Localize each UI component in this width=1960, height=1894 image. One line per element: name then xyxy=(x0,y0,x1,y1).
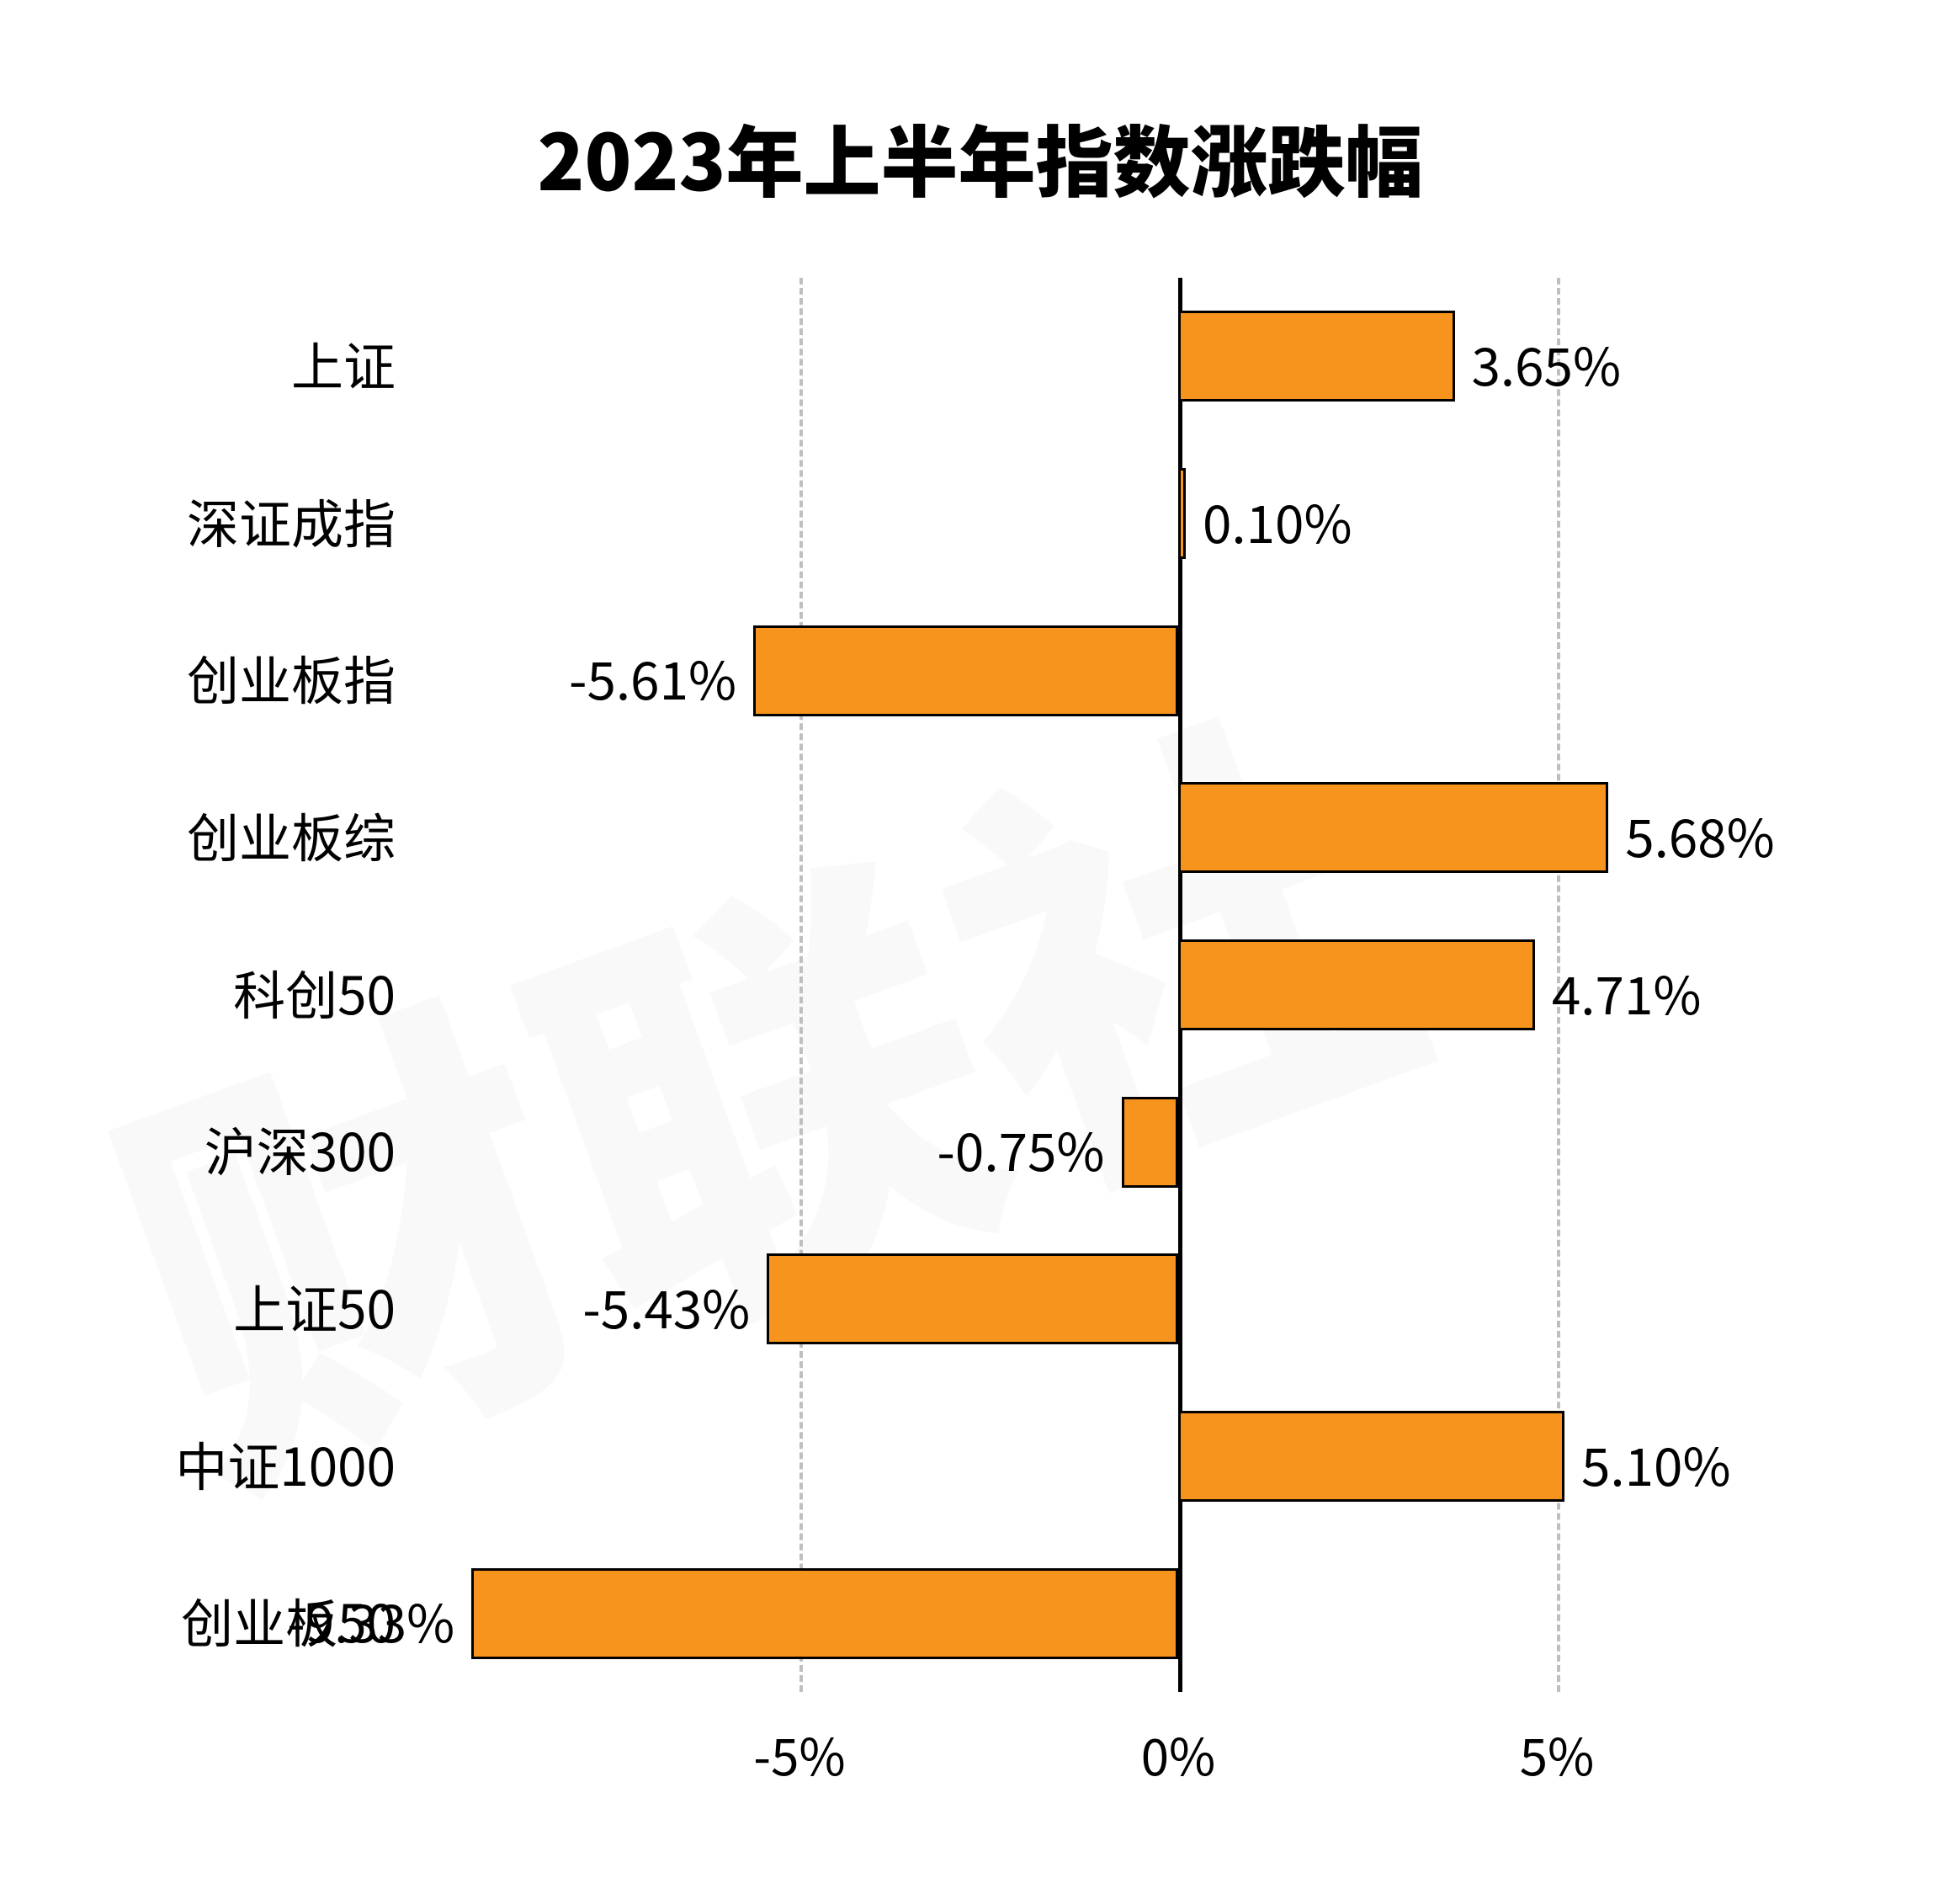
value-label: -0.75% xyxy=(937,1110,1104,1186)
x-tick-label: 5% xyxy=(1520,1717,1595,1790)
value-label: 4.71% xyxy=(1552,954,1702,1029)
value-label: 0.10% xyxy=(1203,482,1352,558)
value-label: 3.65% xyxy=(1472,325,1622,401)
bar xyxy=(1122,1097,1179,1188)
category-label: 中证1000 xyxy=(175,1425,396,1501)
value-label: -5.43% xyxy=(582,1268,750,1343)
bar xyxy=(471,1568,1178,1659)
value-label: -9.33% xyxy=(287,1582,454,1657)
value-label: 5.68% xyxy=(1625,796,1775,872)
chart-title: 2023年上半年指数涨跌幅 xyxy=(0,101,1960,213)
bar xyxy=(1178,311,1455,402)
category-label: 上证50 xyxy=(233,1268,396,1343)
bar xyxy=(1178,782,1608,873)
bar xyxy=(1178,1411,1564,1502)
category-label: 科创50 xyxy=(233,954,396,1029)
grid-line xyxy=(799,278,803,1692)
category-label: 沪深300 xyxy=(204,1110,396,1186)
category-label: 深证成指 xyxy=(187,482,396,558)
bar xyxy=(767,1253,1178,1344)
bar xyxy=(1178,939,1535,1030)
chart-container: 财联社 2023年上半年指数涨跌幅 -5%0%5%上证3.65%深证成指0.10… xyxy=(0,0,1960,1894)
category-label: 上证 xyxy=(291,325,396,401)
x-tick-label: -5% xyxy=(753,1717,845,1790)
value-label: -5.61% xyxy=(569,639,736,715)
bar xyxy=(753,625,1178,716)
bar xyxy=(1178,468,1186,559)
plot-area: -5%0%5%上证3.65%深证成指0.10%创业板指-5.61%创业板综5.6… xyxy=(421,278,1708,1692)
category-label: 创业板综 xyxy=(187,796,396,872)
value-label: 5.10% xyxy=(1581,1425,1731,1501)
x-tick-label: 0% xyxy=(1141,1717,1216,1790)
category-label: 创业板指 xyxy=(187,639,396,715)
